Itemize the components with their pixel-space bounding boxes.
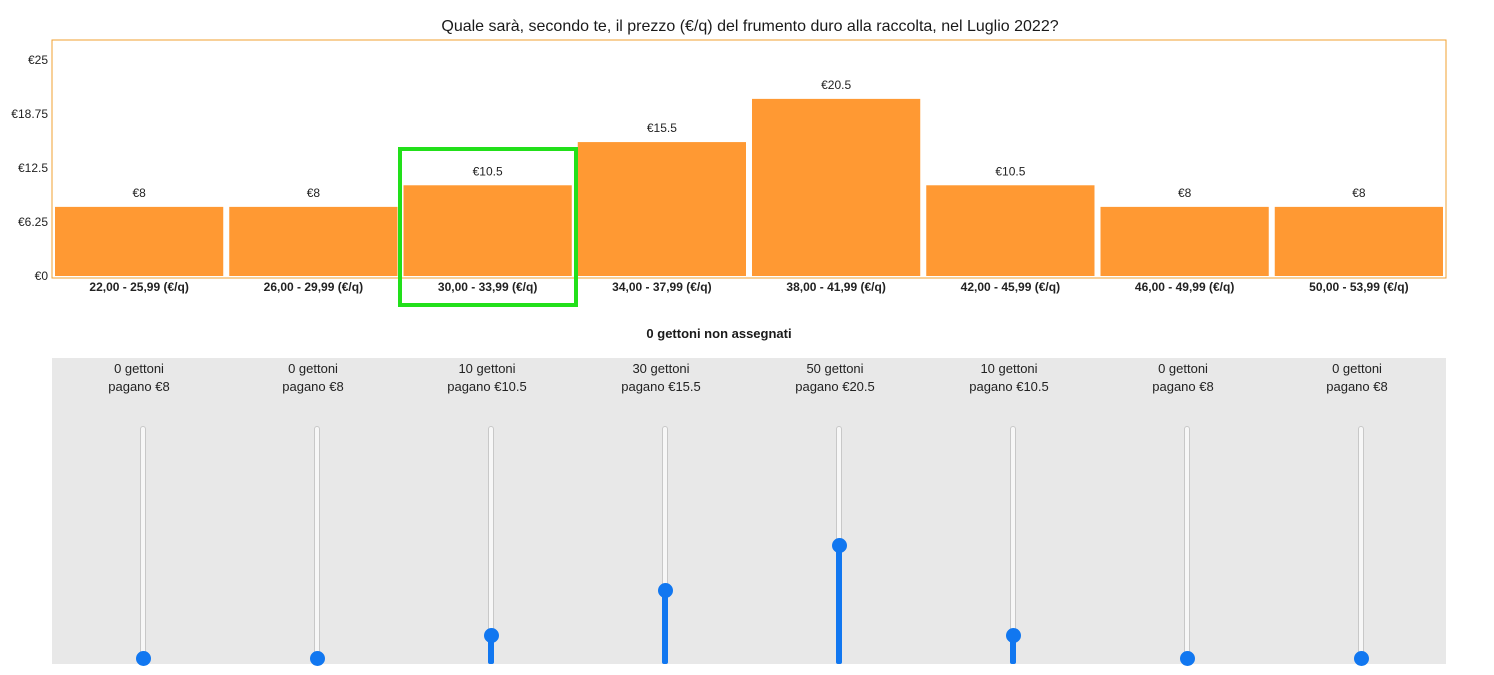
slider-thumb[interactable] — [1179, 650, 1195, 666]
bar-value-label: €8 — [132, 186, 146, 200]
slider-label: 0 gettoni pagano €8 — [52, 360, 226, 396]
x-category-label: 22,00 - 25,99 (€/q) — [89, 280, 188, 294]
bar-value-label: €15.5 — [647, 121, 677, 135]
slider-tokens-text: 0 gettoni — [114, 361, 164, 376]
slider-tokens-text: 0 gettoni — [288, 361, 338, 376]
slider-label: 10 gettoni pagano €10.5 — [922, 360, 1096, 396]
bar-chart: €0 €6.25 €12.5 €18.75 €25 €8 22,00 - 25,99 (€/… — [11, 39, 1447, 294]
bar-value-label: €8 — [1352, 186, 1366, 200]
slider-column: 0 gettoni pagano €8 — [226, 358, 400, 666]
slider-track[interactable] — [314, 426, 320, 664]
slider-pays-text: pagano €8 — [282, 379, 344, 394]
slider-track[interactable] — [1184, 426, 1190, 664]
slider-tokens-text: 30 gettoni — [632, 361, 690, 376]
slider-thumb[interactable] — [309, 650, 325, 666]
slider-thumb[interactable] — [1353, 650, 1369, 666]
plot-frame — [51, 39, 1447, 279]
slider-pays-text: pagano €10.5 — [969, 379, 1049, 394]
slider-fill — [662, 590, 668, 664]
slider-fill — [1010, 635, 1016, 664]
chart-title: Quale sarà, secondo te, il prezzo (€/q) … — [441, 18, 1059, 35]
bar — [229, 206, 398, 276]
bar — [1274, 206, 1443, 276]
bar — [403, 185, 572, 276]
slider-column: 10 gettoni pagano €10.5 — [400, 358, 574, 664]
slider-thumb[interactable] — [1005, 628, 1021, 643]
bar — [926, 185, 1095, 276]
slider-pays-text: pagano €8 — [1326, 379, 1388, 394]
slider-label: 30 gettoni pagano €15.5 — [574, 360, 748, 396]
slider-pays-text: pagano €8 — [1152, 379, 1214, 394]
slider-track[interactable] — [140, 426, 146, 664]
bar — [55, 206, 224, 276]
bar — [577, 142, 746, 276]
slider-thumb[interactable] — [831, 538, 847, 553]
slider-pays-text: pagano €10.5 — [447, 379, 527, 394]
bar-value-label: €8 — [1178, 186, 1192, 200]
slider-pays-text: pagano €15.5 — [621, 379, 701, 394]
slider-column: 0 gettoni pagano €8 — [1270, 358, 1444, 666]
bar — [752, 98, 921, 276]
slider-label: 10 gettoni pagano €10.5 — [400, 360, 574, 396]
slider-tokens-text: 0 gettoni — [1332, 361, 1382, 376]
bar-value-label: €10.5 — [473, 164, 503, 178]
y-tick-label: €25 — [28, 53, 48, 67]
slider-tokens-text: 50 gettoni — [806, 361, 864, 376]
bar-value-label: €8 — [307, 186, 321, 200]
slider-pays-text: pagano €20.5 — [795, 379, 875, 394]
slider-thumb[interactable] — [483, 628, 499, 643]
slider-fill — [488, 635, 494, 664]
bar-value-label: €20.5 — [821, 78, 851, 92]
slider-column: 30 gettoni pagano €15.5 — [574, 358, 748, 664]
slider-tokens-text: 0 gettoni — [1158, 361, 1208, 376]
x-category-label: 30,00 - 33,99 (€/q) — [438, 280, 537, 294]
x-category-label: 46,00 - 49,99 (€/q) — [1135, 280, 1234, 294]
unassigned-tokens-label: 0 gettoni non assegnati — [646, 326, 792, 341]
y-tick-label: €18.75 — [11, 107, 48, 121]
slider-column: 0 gettoni pagano €8 — [52, 358, 226, 666]
slider-label: 50 gettoni pagano €20.5 — [748, 360, 922, 396]
slider-pays-text: pagano €8 — [108, 379, 170, 394]
bar-value-label: €10.5 — [995, 164, 1025, 178]
slider-panel: 0 gettoni pagano €8 0 gettoni pagano €8 10 g… — [52, 358, 1446, 666]
slider-tokens-text: 10 gettoni — [980, 361, 1038, 376]
y-tick-label: €6.25 — [18, 215, 48, 229]
slider-column: 50 gettoni pagano €20.5 — [748, 358, 922, 664]
x-category-label: 42,00 - 45,99 (€/q) — [961, 280, 1060, 294]
x-category-label: 34,00 - 37,99 (€/q) — [612, 280, 711, 294]
slider-thumb[interactable] — [135, 650, 151, 666]
slider-tokens-text: 10 gettoni — [458, 361, 516, 376]
x-category-label: 50,00 - 53,99 (€/q) — [1309, 280, 1408, 294]
y-tick-label: €12.5 — [18, 161, 48, 175]
slider-label: 0 gettoni pagano €8 — [1096, 360, 1270, 396]
slider-track[interactable] — [1358, 426, 1364, 664]
x-category-label: 38,00 - 41,99 (€/q) — [786, 280, 885, 294]
slider-label: 0 gettoni pagano €8 — [1270, 360, 1444, 396]
slider-column: 0 gettoni pagano €8 — [1096, 358, 1270, 666]
slider-column: 10 gettoni pagano €10.5 — [922, 358, 1096, 664]
slider-label: 0 gettoni pagano €8 — [226, 360, 400, 396]
x-category-label: 26,00 - 29,99 (€/q) — [264, 280, 363, 294]
y-tick-label: €0 — [35, 269, 49, 283]
bar — [1100, 206, 1269, 276]
slider-thumb[interactable] — [657, 583, 673, 598]
slider-fill — [836, 545, 842, 664]
